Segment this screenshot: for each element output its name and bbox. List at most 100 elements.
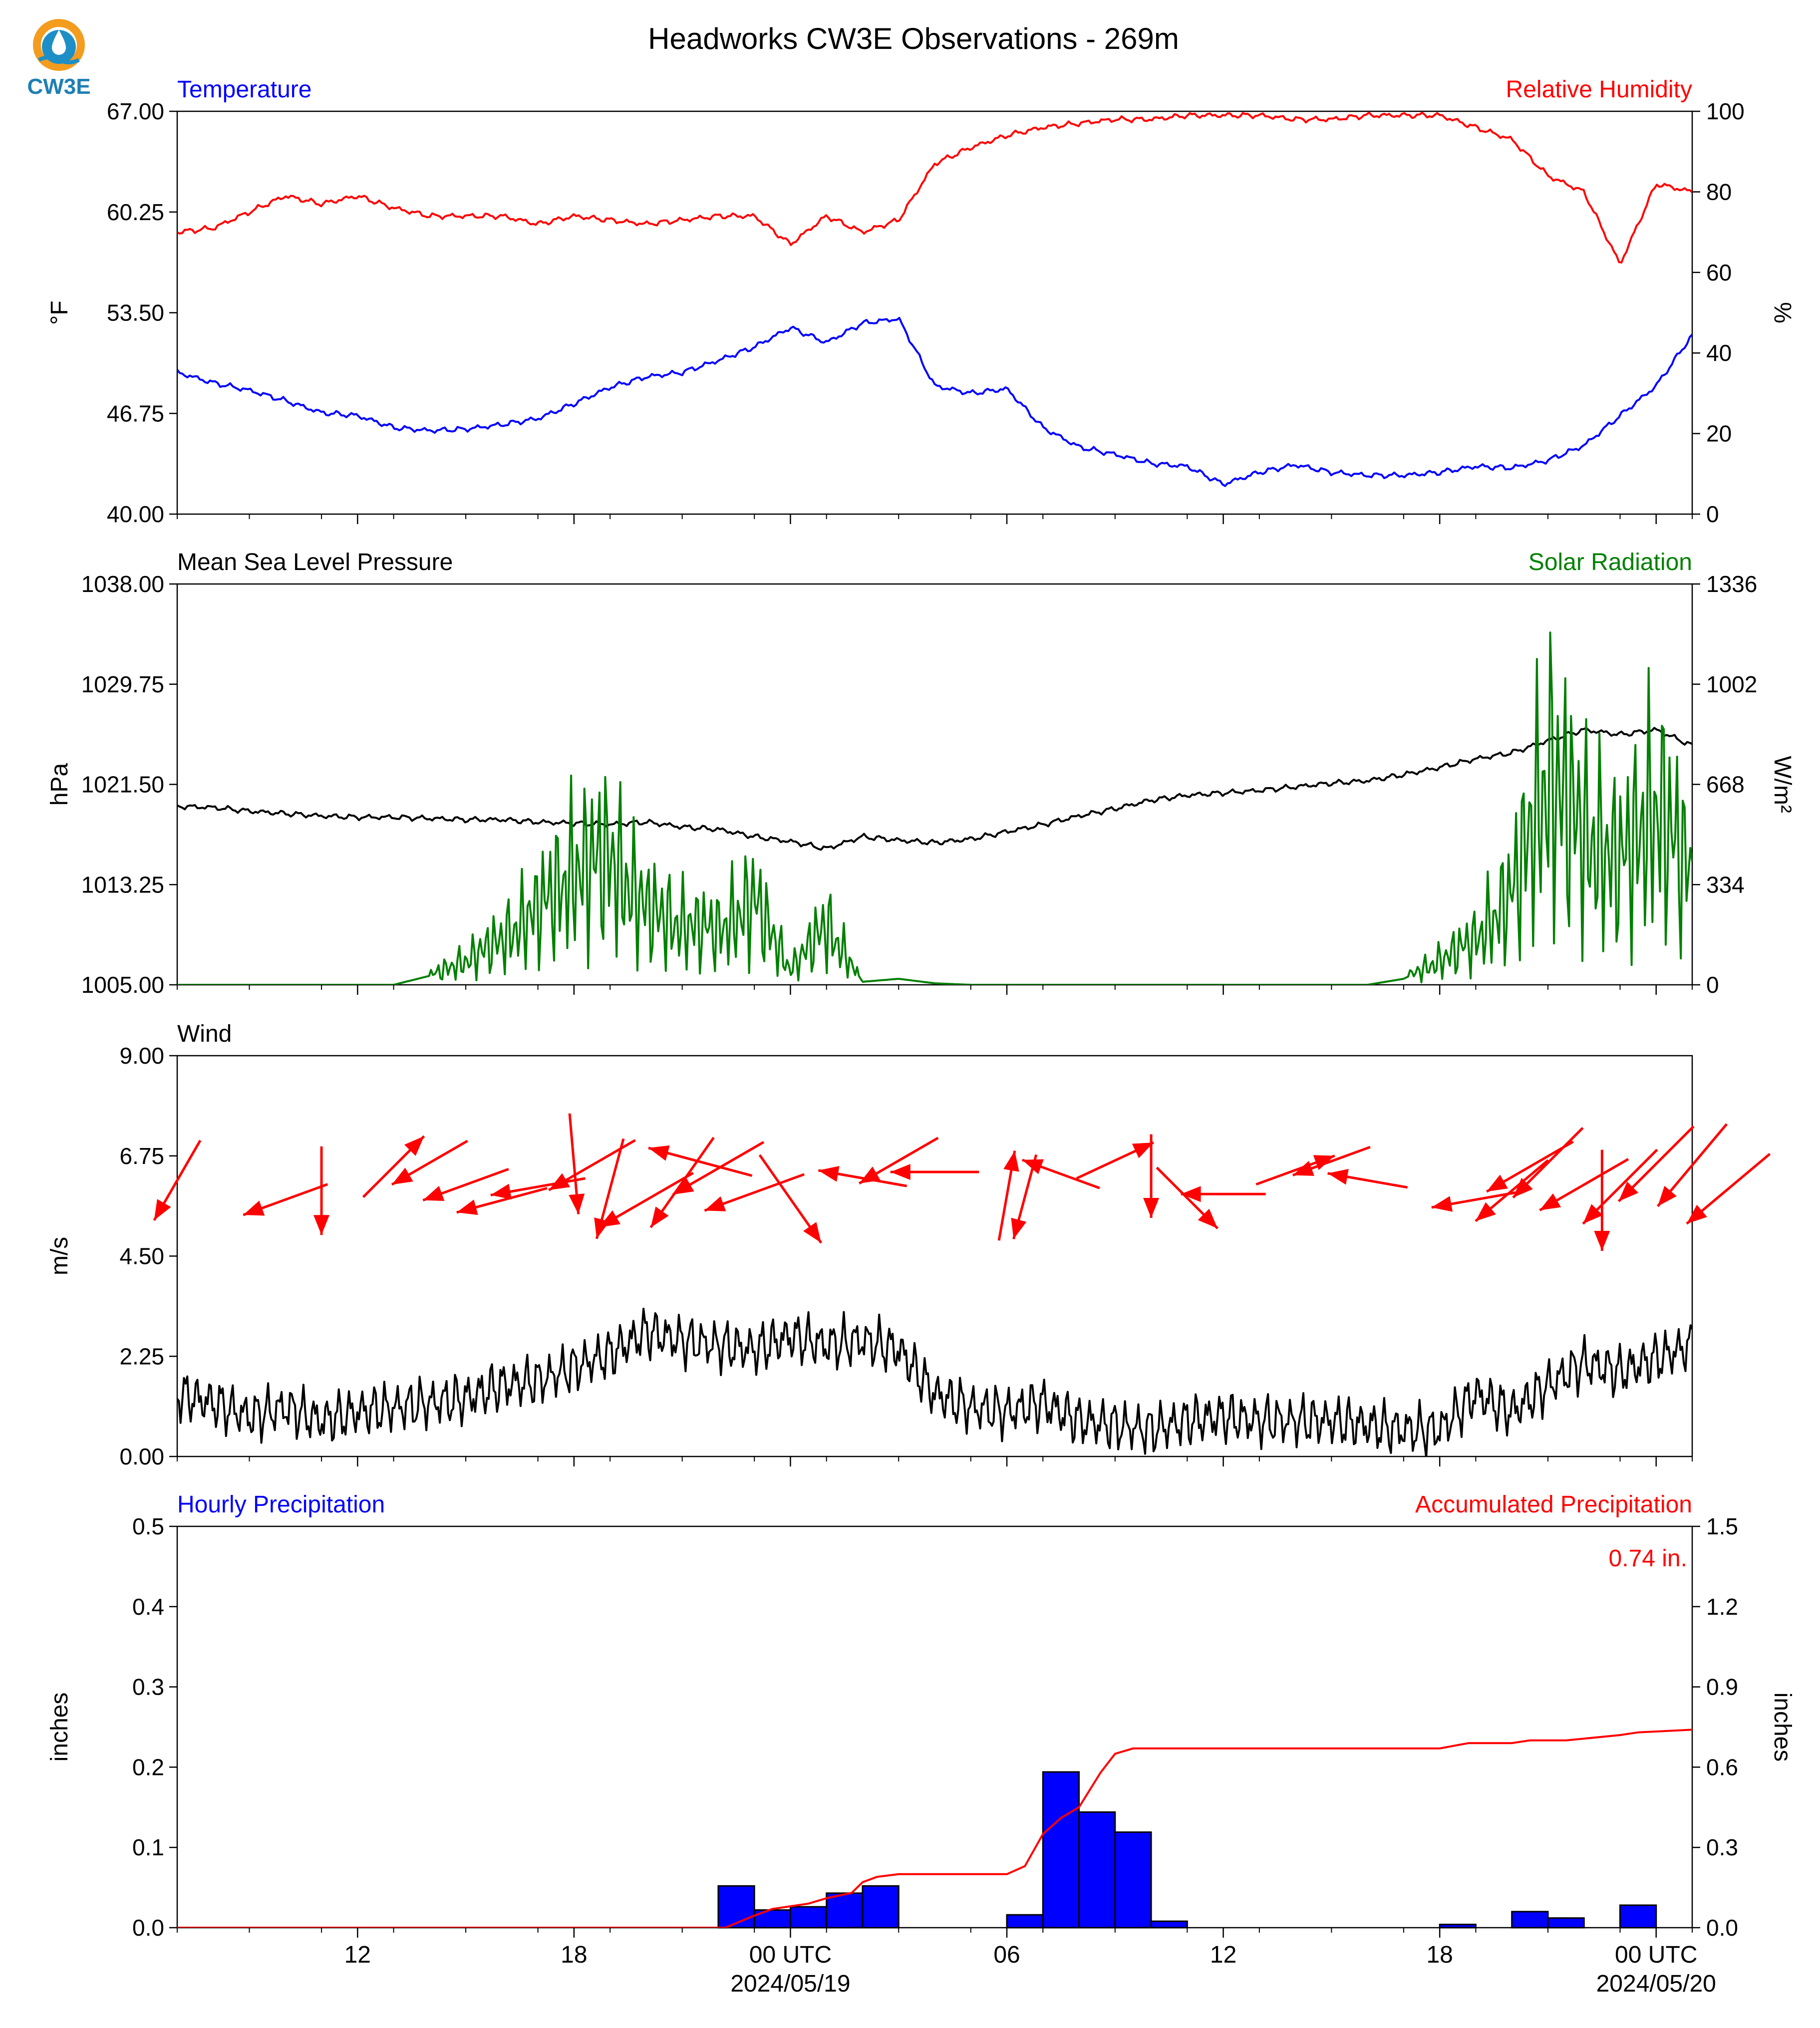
precip-bar (1150, 1920, 1188, 1929)
wind-arrow (456, 1187, 548, 1215)
wind-arrow-head (1198, 1208, 1218, 1229)
wind-arrow (858, 1137, 939, 1185)
x-tick-label: 18 (561, 1942, 587, 1968)
wind-arrow-head (392, 1167, 413, 1185)
y-tick-label: 0.4 (132, 1594, 164, 1620)
wind-arrow-head (423, 1185, 445, 1201)
precip-bar (1078, 1811, 1116, 1929)
wind-panel: 0.00 2.25 4.50 6.75 9.00 m/s Wind (46, 1021, 1771, 1469)
wind-arrow-head (1431, 1196, 1453, 1212)
series-temperatureline (177, 316, 1692, 487)
y-right-tick-label: 1.5 (1706, 1513, 1738, 1539)
wind-arrow (1617, 1125, 1695, 1202)
y-right-tick-label: 334 (1706, 871, 1745, 897)
y-right-tick-label: 20 (1706, 421, 1732, 447)
y-axis-label: hPa (46, 763, 73, 806)
y-tick-label: 2.25 (119, 1343, 164, 1369)
precip-bar (1042, 1771, 1080, 1929)
y-axis-label: °F (46, 300, 73, 325)
wind-arrow (649, 1137, 715, 1228)
y-right-tick-label: 60 (1706, 260, 1732, 286)
y-right-tick-label: 0.9 (1706, 1674, 1738, 1700)
x-tick-label: 00 UTC (749, 1942, 832, 1968)
panel-left-title: Wind (177, 1021, 232, 1047)
wind-arrow-head (549, 1173, 571, 1190)
wind-arrow-head (1143, 1198, 1160, 1218)
series-solar-radiationline (177, 631, 1692, 985)
wind-arrow (1292, 1146, 1371, 1176)
x-tick-date: 2024/05/20 (1596, 1971, 1716, 1997)
wind-arrow-head (1327, 1168, 1349, 1185)
wind-arrow-head (1594, 1231, 1610, 1251)
wind-arrow-head (1003, 1151, 1019, 1172)
wind-arrow-head (818, 1166, 840, 1182)
wind-arrow (568, 1113, 585, 1214)
water-drop-sun-logo-icon (33, 19, 85, 71)
wind-arrow (1327, 1168, 1408, 1189)
y-tick-label: 53.50 (107, 300, 164, 326)
wind-arrow (1656, 1123, 1728, 1207)
wind-arrow-head (890, 1164, 910, 1180)
wind-arrow (1512, 1127, 1584, 1199)
wind-arrow-head (1022, 1159, 1044, 1174)
wind-arrow-head (243, 1200, 265, 1216)
wind-arrow-head (404, 1136, 424, 1156)
precip-bar (1619, 1904, 1657, 1929)
chart-title: Headworks CW3E Observations - 269m (648, 22, 1179, 55)
wind-arrow (704, 1173, 805, 1212)
wind-arrow-head (650, 1206, 669, 1228)
y-tick-label: 0.5 (132, 1513, 164, 1539)
y-right-axis-label: W/m² (1769, 756, 1796, 813)
y-tick-label: 1005.00 (81, 972, 164, 998)
y-tick-label: 0.0 (132, 1915, 164, 1941)
wind-arrow (1539, 1158, 1629, 1211)
y-right-tick-label: 80 (1706, 179, 1732, 205)
wind-arrow-head (1475, 1202, 1496, 1221)
cw3e-logo: CW3E (27, 19, 91, 99)
wind-arrow-head (456, 1199, 478, 1215)
wind-arrow-head (599, 1210, 620, 1227)
wind-arrow (1475, 1159, 1549, 1222)
wind-arrow-head (1583, 1204, 1603, 1224)
y-tick-label: 0.2 (132, 1754, 164, 1780)
wind-arrow-head (490, 1183, 512, 1200)
x-tick-date: 2024/05/19 (730, 1971, 850, 1997)
wind-arrow (672, 1141, 765, 1196)
y-tick-label: 1038.00 (81, 571, 164, 597)
wind-arrow (648, 1145, 753, 1177)
panel-right-title: Relative Humidity (1506, 76, 1692, 103)
wind-arrow (890, 1164, 979, 1180)
y-right-tick-label: 668 (1706, 772, 1745, 798)
x-tick-label: 12 (344, 1942, 371, 1968)
wind-arrow (243, 1183, 328, 1216)
y-tick-label: 0.00 (119, 1444, 164, 1469)
wind-arrow-head (569, 1193, 585, 1214)
accumulated-total-annotation: 0.74 in. (1609, 1545, 1687, 1572)
y-right-tick-label: 40 (1706, 340, 1732, 366)
wind-arrow-head (313, 1215, 329, 1235)
y-tick-label: 1021.50 (81, 772, 164, 798)
wind-arrow (818, 1166, 908, 1187)
wind-arrow (391, 1140, 468, 1186)
wind-arrow (362, 1135, 425, 1198)
y-right-axis-label: inches (1769, 1693, 1796, 1762)
wind-arrow-head (673, 1177, 694, 1195)
wind-arrow-head (154, 1199, 171, 1220)
wind-arrow (422, 1167, 509, 1201)
wind-arrow (1486, 1141, 1574, 1193)
pressure-solar-panel: 1005.00 1013.25 1021.50 1029.75 1038.00 0 334 6… (46, 549, 1796, 998)
precip-bar (1547, 1917, 1585, 1929)
wind-arrow-head (1657, 1185, 1677, 1206)
wind-arrow-head (803, 1222, 822, 1243)
temperature-humidity-panel: 40.00 46.75 53.50 60.25 67.00 0 20 40 60 80 100 °F%… (46, 76, 1796, 527)
wind-arrow-head (1539, 1193, 1561, 1210)
y-right-tick-label: 1336 (1706, 571, 1757, 597)
panel-left-title: Mean Sea Level Pressure (177, 549, 453, 576)
wind-arrow (1076, 1141, 1154, 1180)
wind-arrow-head (704, 1196, 726, 1211)
wind-arrow-head (859, 1166, 881, 1183)
y-tick-label: 40.00 (107, 501, 164, 527)
precip-bar (789, 1906, 828, 1929)
y-tick-label: 0.3 (132, 1674, 164, 1700)
